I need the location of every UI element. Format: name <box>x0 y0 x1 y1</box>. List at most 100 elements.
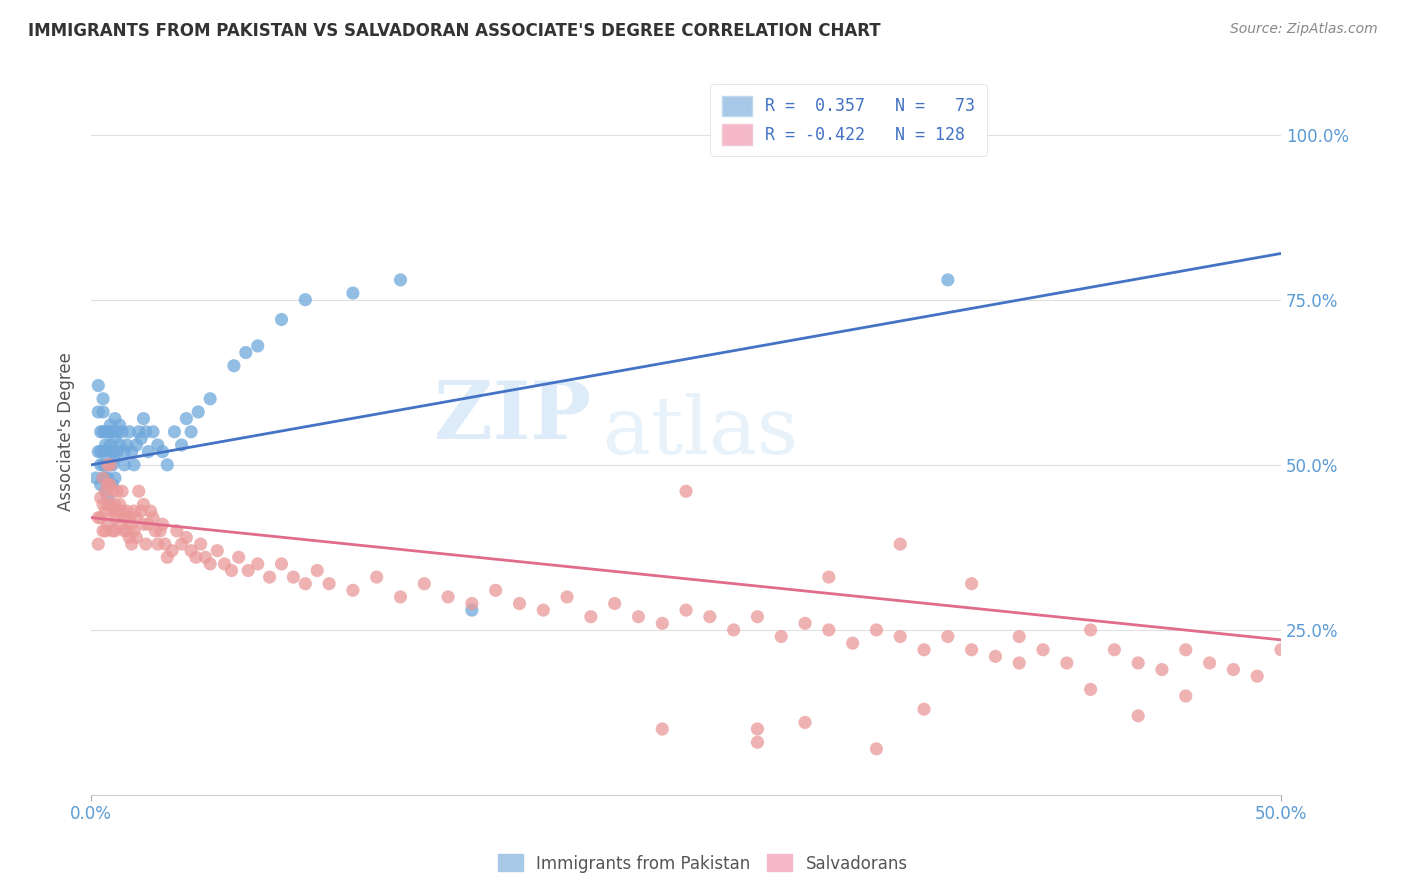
Point <box>139 504 162 518</box>
Point <box>101 524 124 538</box>
Point <box>122 504 145 518</box>
Point <box>1128 708 1150 723</box>
Point <box>207 543 229 558</box>
Point <box>1080 623 1102 637</box>
Point <box>675 484 697 499</box>
Point <box>747 735 769 749</box>
Point <box>936 630 959 644</box>
Point <box>238 564 260 578</box>
Point <box>94 471 117 485</box>
Point <box>1104 642 1126 657</box>
Point <box>1008 630 1031 644</box>
Point <box>115 504 138 518</box>
Point <box>90 477 112 491</box>
Point <box>176 531 198 545</box>
Text: IMMIGRANTS FROM PAKISTAN VS SALVADORAN ASSOCIATE'S DEGREE CORRELATION CHART: IMMIGRANTS FROM PAKISTAN VS SALVADORAN A… <box>28 22 880 40</box>
Point <box>104 471 127 485</box>
Point <box>115 524 138 538</box>
Point <box>960 576 983 591</box>
Point <box>1008 656 1031 670</box>
Point <box>184 550 207 565</box>
Point <box>105 484 128 499</box>
Point <box>152 444 174 458</box>
Point <box>97 425 120 439</box>
Text: Source: ZipAtlas.com: Source: ZipAtlas.com <box>1230 22 1378 37</box>
Point <box>579 609 602 624</box>
Point <box>94 504 117 518</box>
Point <box>180 425 202 439</box>
Point <box>135 537 157 551</box>
Point <box>342 583 364 598</box>
Point <box>91 524 114 538</box>
Point <box>699 609 721 624</box>
Point <box>723 623 745 637</box>
Point <box>101 484 124 499</box>
Point <box>98 418 121 433</box>
Point <box>149 524 172 538</box>
Point <box>270 312 292 326</box>
Point <box>94 425 117 439</box>
Point <box>101 444 124 458</box>
Point <box>214 557 236 571</box>
Point <box>794 715 817 730</box>
Point <box>114 458 136 472</box>
Point <box>105 425 128 439</box>
Point <box>97 444 120 458</box>
Point <box>1317 161 1340 175</box>
Point <box>91 458 114 472</box>
Point <box>90 510 112 524</box>
Point <box>675 603 697 617</box>
Point <box>221 564 243 578</box>
Point <box>104 498 127 512</box>
Point <box>91 444 114 458</box>
Point <box>125 510 148 524</box>
Point <box>413 576 436 591</box>
Point <box>142 510 165 524</box>
Point <box>97 517 120 532</box>
Point <box>1032 642 1054 657</box>
Legend: R =  0.357   N =   73, R = -0.422   N = 128: R = 0.357 N = 73, R = -0.422 N = 128 <box>710 84 987 156</box>
Point <box>817 623 839 637</box>
Point <box>187 405 209 419</box>
Point <box>118 425 141 439</box>
Point <box>98 438 121 452</box>
Point <box>889 537 911 551</box>
Point <box>94 458 117 472</box>
Point <box>166 524 188 538</box>
Point <box>118 510 141 524</box>
Point <box>156 550 179 565</box>
Point <box>1270 642 1292 657</box>
Point <box>1222 663 1244 677</box>
Point <box>118 531 141 545</box>
Point <box>115 438 138 452</box>
Point <box>1056 656 1078 670</box>
Point <box>97 458 120 472</box>
Point <box>101 458 124 472</box>
Point <box>531 603 554 617</box>
Point <box>259 570 281 584</box>
Point <box>508 597 530 611</box>
Point <box>146 537 169 551</box>
Point <box>87 444 110 458</box>
Point <box>128 425 150 439</box>
Point <box>136 517 159 532</box>
Point <box>485 583 508 598</box>
Point <box>246 339 269 353</box>
Point <box>135 425 157 439</box>
Point <box>101 504 124 518</box>
Point <box>98 477 121 491</box>
Point <box>1174 689 1197 703</box>
Point <box>841 636 863 650</box>
Point <box>121 537 143 551</box>
Y-axis label: Associate's Degree: Associate's Degree <box>58 352 75 511</box>
Point <box>651 722 673 736</box>
Point <box>97 498 120 512</box>
Point <box>105 504 128 518</box>
Point <box>389 273 412 287</box>
Point <box>770 630 793 644</box>
Point <box>87 378 110 392</box>
Point <box>984 649 1007 664</box>
Point <box>283 570 305 584</box>
Point <box>98 498 121 512</box>
Point <box>87 537 110 551</box>
